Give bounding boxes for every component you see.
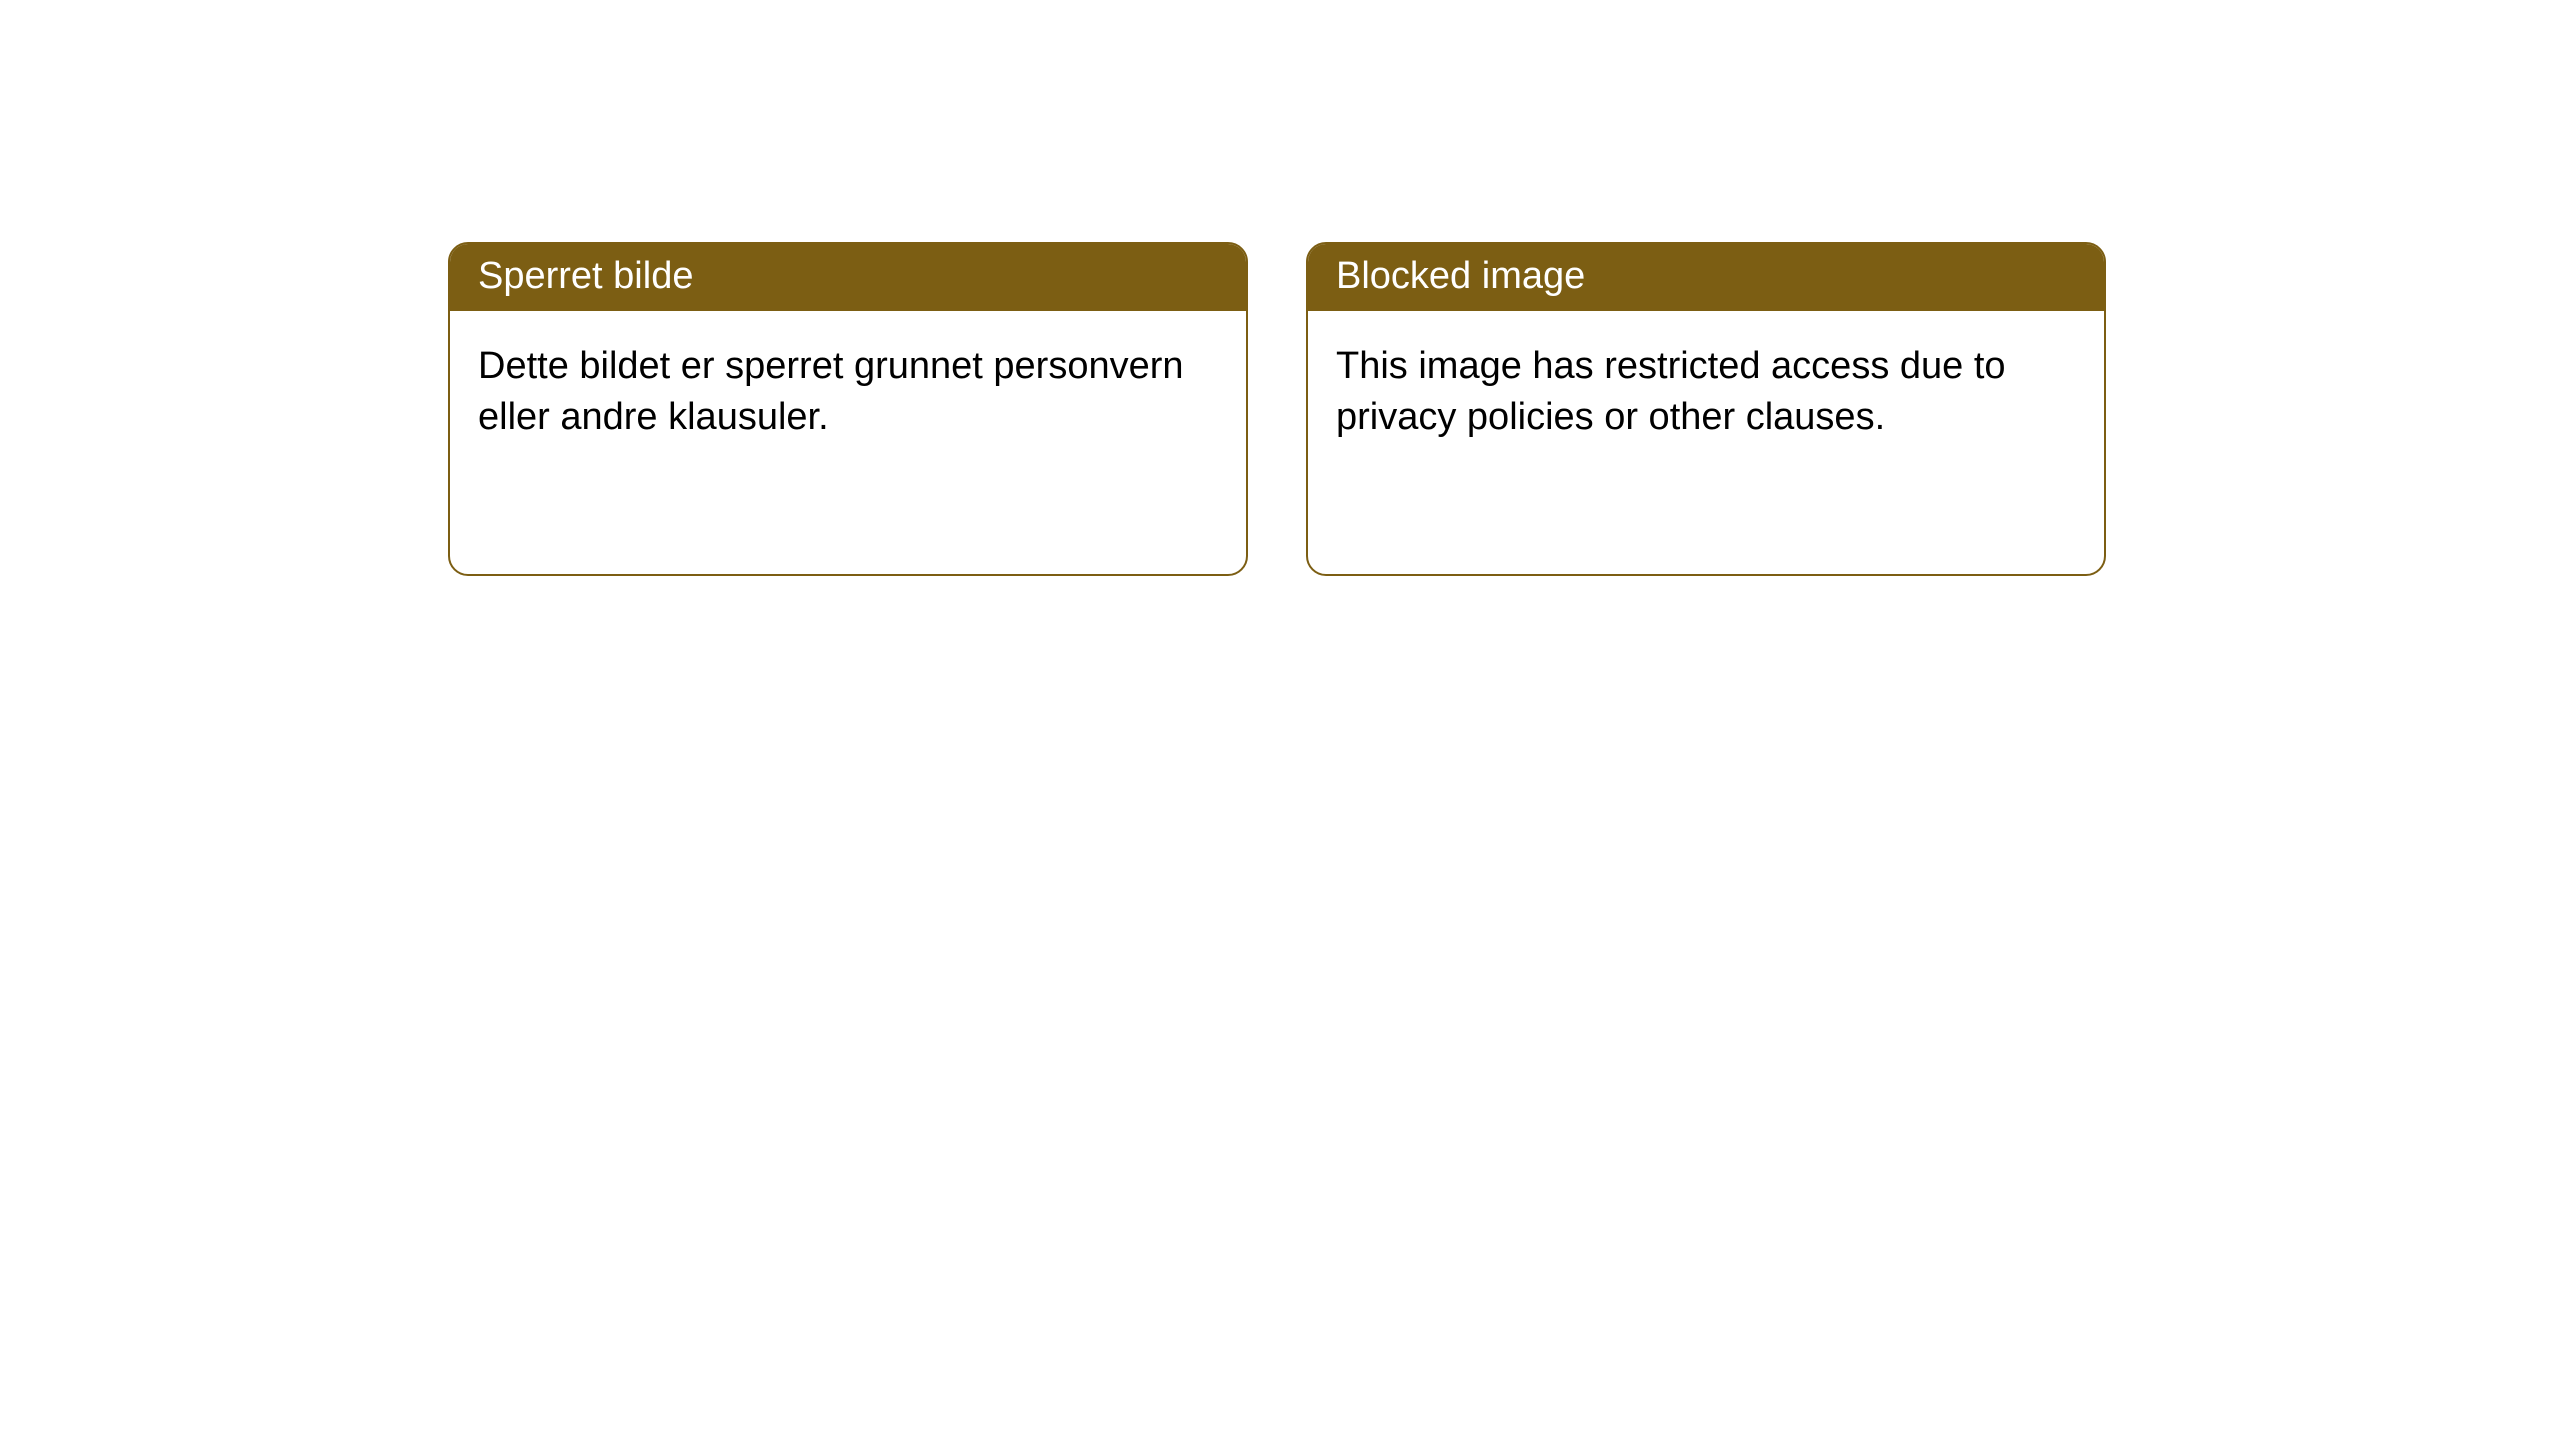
card-title-no: Sperret bilde bbox=[450, 244, 1246, 311]
card-body-en: This image has restricted access due to … bbox=[1308, 311, 2104, 474]
blocked-image-card-no: Sperret bilde Dette bildet er sperret gr… bbox=[448, 242, 1248, 576]
card-title-en: Blocked image bbox=[1308, 244, 2104, 311]
cards-container: Sperret bilde Dette bildet er sperret gr… bbox=[0, 0, 2560, 576]
card-body-no: Dette bildet er sperret grunnet personve… bbox=[450, 311, 1246, 474]
blocked-image-card-en: Blocked image This image has restricted … bbox=[1306, 242, 2106, 576]
